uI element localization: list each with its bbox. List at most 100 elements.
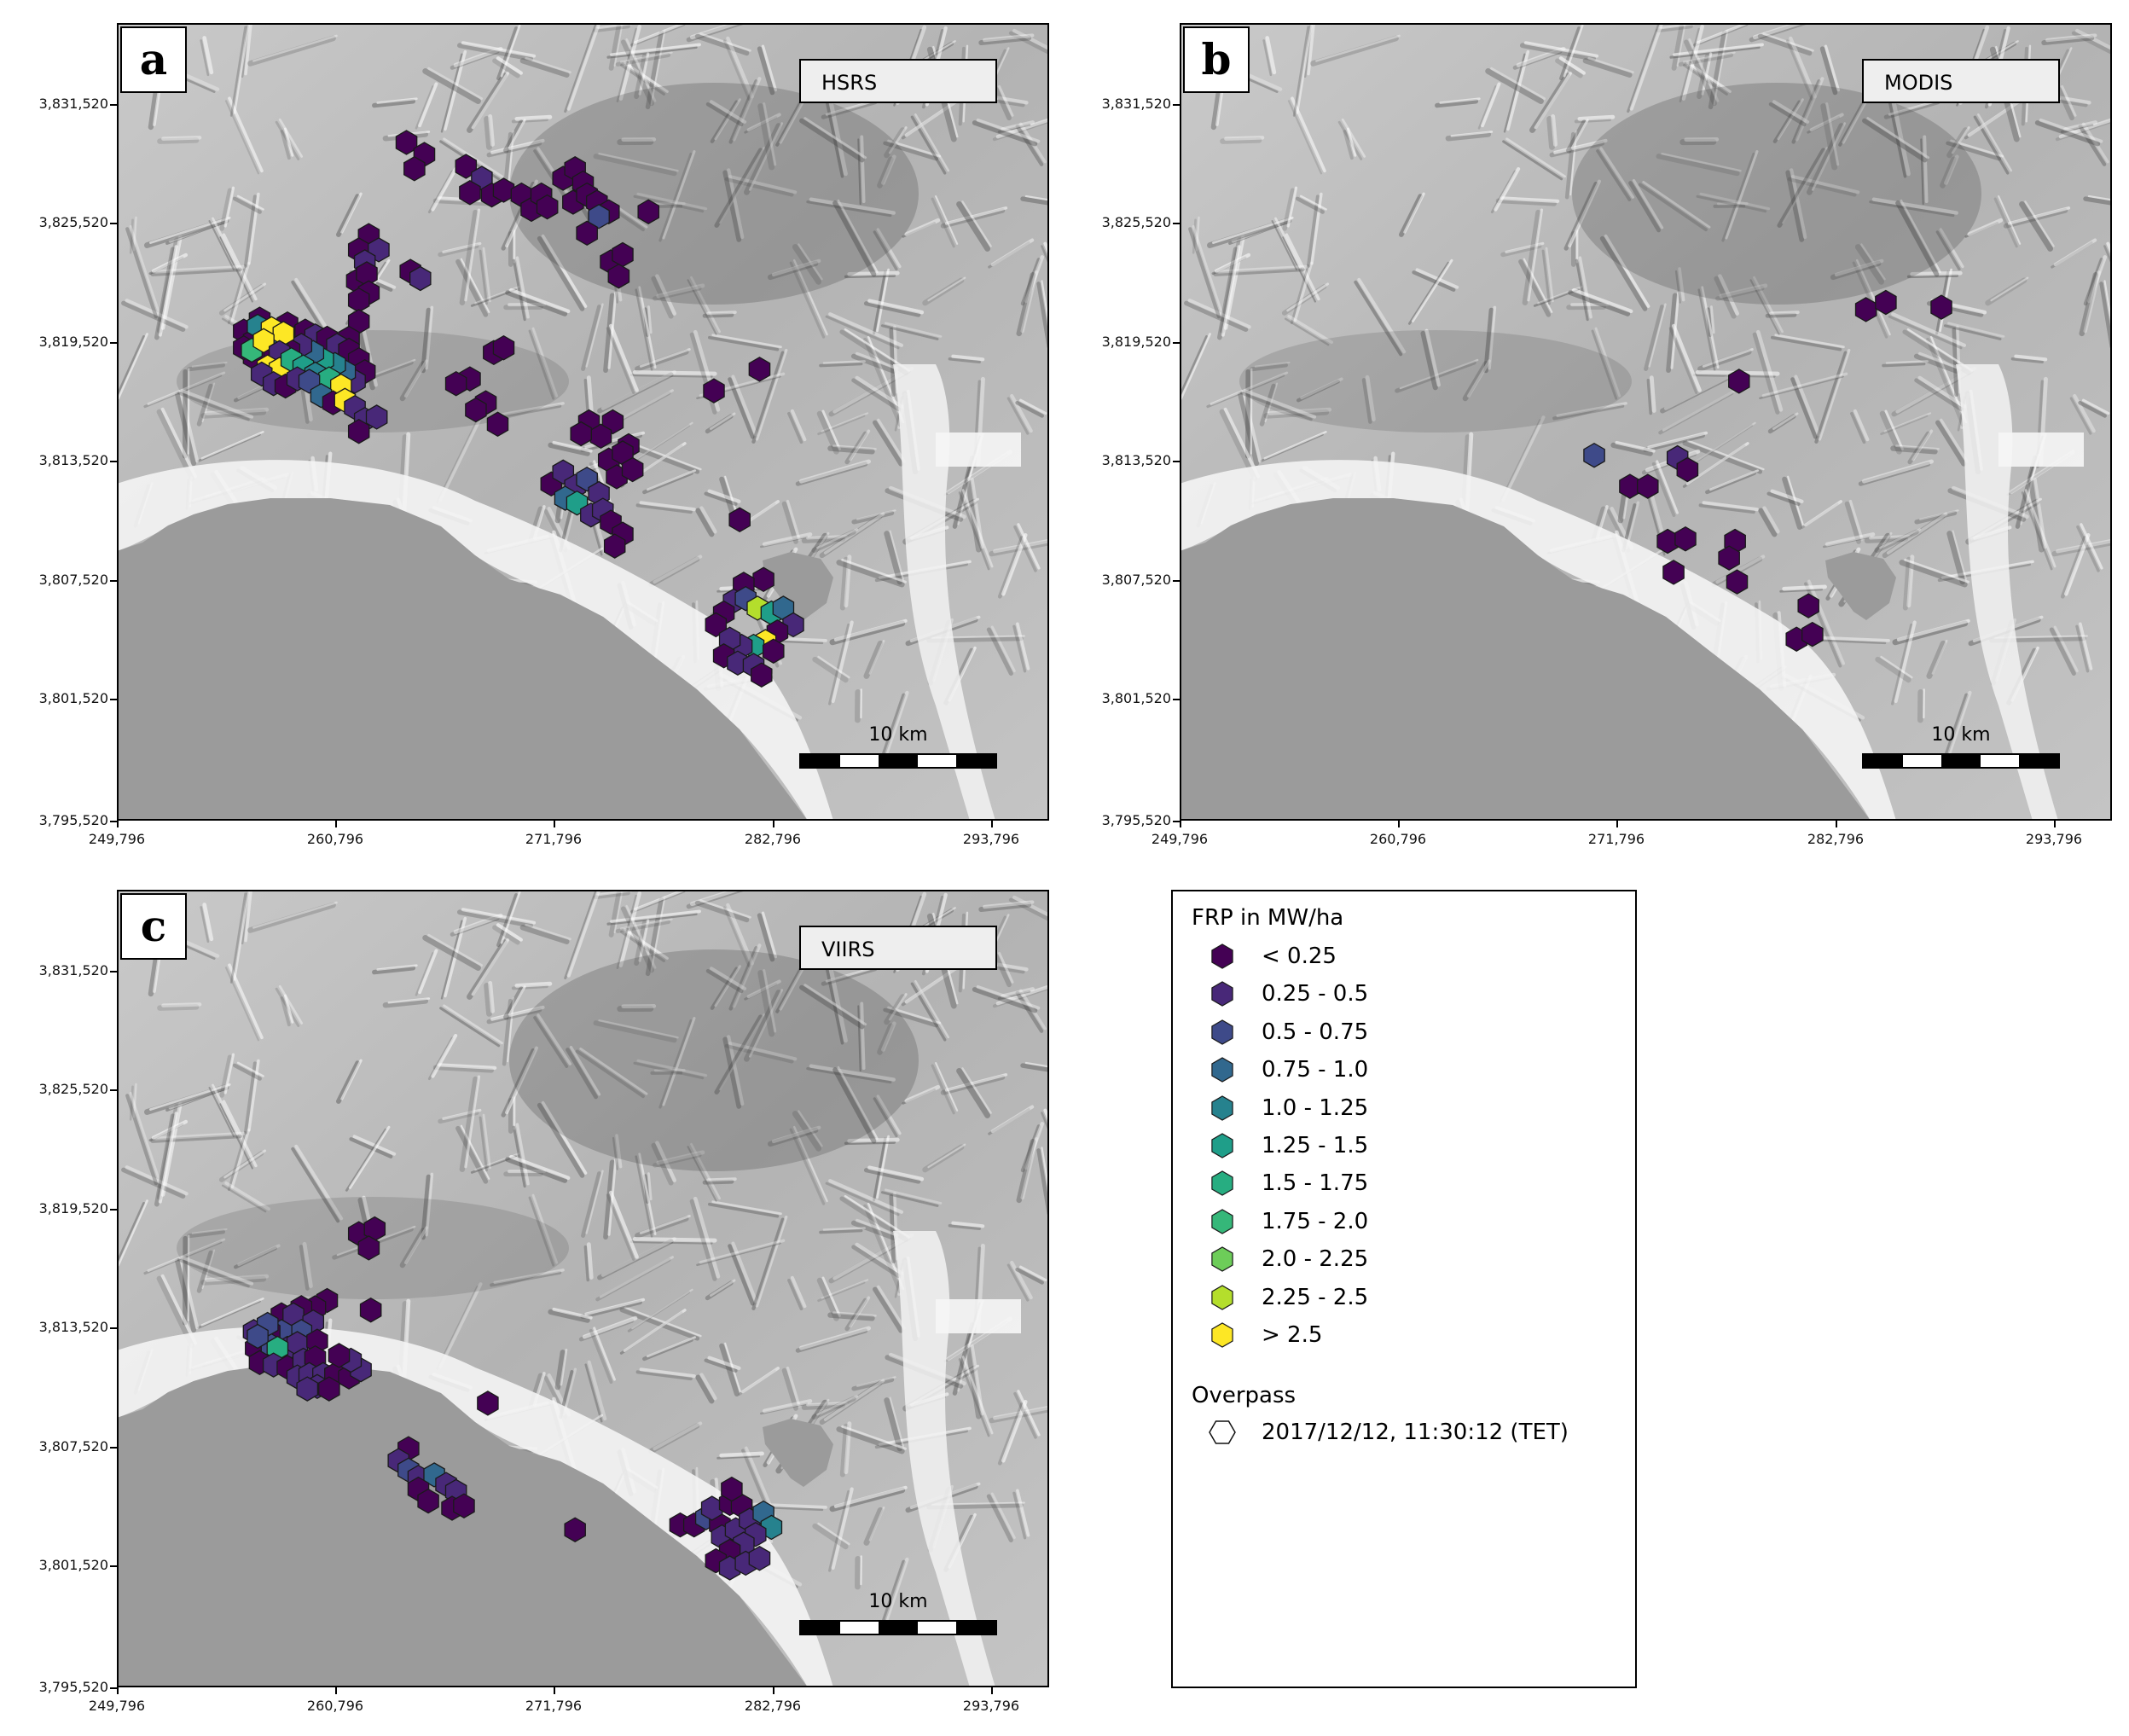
legend-class-item: 1.75 - 2.0 (1209, 1205, 1368, 1239)
legend-class-item: 1.0 - 1.25 (1209, 1091, 1368, 1125)
y-tick-mark (1173, 580, 1180, 582)
y-tick-label: 3,831,520 (38, 96, 108, 112)
frp-hexagon (1797, 593, 1819, 618)
sea (1180, 498, 1871, 821)
hexagon-swatch-icon (1211, 981, 1233, 1007)
frp-hexagon (347, 418, 370, 444)
y-tick-label: 3,807,520 (38, 572, 108, 588)
legend: FRP in MW/ha < 0.25 0.25 - 0.5 0.5 - 0.75 0… (1171, 890, 1637, 1688)
legend-overpass-item: 2017/12/12, 11:30:12 (TET) (1209, 1415, 1569, 1449)
legend-class-label: 2.0 - 2.25 (1262, 1246, 1369, 1273)
map-panel-hsrs: 3,831,520 3,825,520 3,819,520 3,813,520 3,80… (0, 0, 1066, 853)
frp-hexagon (453, 1493, 475, 1518)
map-canvas (117, 890, 1049, 1687)
y-tick-mark (110, 699, 117, 700)
x-tick-mark (554, 1687, 555, 1694)
frp-hexagon (347, 287, 370, 313)
river-valley (1956, 364, 2058, 821)
panel-letter-label: b (1183, 26, 1250, 93)
x-tick-label: 260,796 (306, 831, 364, 847)
x-tick-label: 282,796 (744, 1698, 802, 1714)
y-tick-label: 3,819,520 (1101, 334, 1171, 350)
frp-hexagon (365, 404, 388, 430)
frp-hexagon (576, 220, 598, 247)
legend-class-item: 0.25 - 0.5 (1209, 977, 1368, 1011)
coastal-plain (117, 460, 833, 821)
x-tick-mark (554, 821, 555, 827)
y-tick-label: 3,801,520 (1101, 690, 1171, 706)
frp-hexagon (1637, 473, 1659, 499)
x-tick-label: 271,796 (525, 1698, 583, 1714)
map-frame (1180, 23, 2112, 821)
frp-hexagon (603, 533, 626, 559)
frp-hexagon (459, 180, 481, 206)
bright-patch (936, 1299, 1021, 1333)
x-tick-mark (1398, 821, 1400, 827)
x-tick-mark (773, 821, 774, 827)
frp-hexagon (272, 321, 295, 346)
scale-bar (799, 753, 997, 769)
frp-hexagon (589, 423, 612, 450)
sensor-label: MODIS (1862, 59, 2060, 103)
x-tick-label: 249,796 (1151, 831, 1209, 847)
frp-hexagon (1676, 456, 1699, 483)
frp-hexagon (296, 1376, 319, 1402)
x-tick-label: 260,796 (306, 1698, 364, 1714)
frp-hexagon (728, 507, 751, 533)
y-tick-mark (1173, 821, 1180, 822)
sea (117, 498, 808, 821)
frp-hexagon (564, 1517, 586, 1542)
y-tick-label: 3,807,520 (38, 1438, 108, 1454)
legend-class-item: 1.25 - 1.5 (1209, 1129, 1368, 1163)
overpass-hexagon-icon (1209, 1420, 1236, 1444)
y-tick-mark (110, 1209, 117, 1211)
x-tick-mark (1836, 821, 1837, 827)
frp-hexagon (752, 566, 774, 593)
hexagon-swatch-icon (1211, 1170, 1233, 1197)
y-tick-mark (1173, 699, 1180, 700)
y-tick-label: 3,813,520 (38, 452, 108, 468)
hexagon-swatch-icon (1211, 1246, 1233, 1272)
y-tick-mark (110, 821, 117, 822)
lake (763, 552, 833, 620)
y-tick-label: 3,813,520 (1101, 452, 1171, 468)
x-tick-label: 271,796 (1587, 831, 1645, 847)
x-tick-label: 249,796 (88, 1698, 146, 1714)
map-panel-modis: 3,831,520 3,825,520 3,819,520 3,813,520 3,80… (1063, 0, 2129, 853)
bright-patch (936, 433, 1021, 467)
x-tick-label: 260,796 (1369, 831, 1427, 847)
legend-class-label: 1.0 - 1.25 (1262, 1094, 1369, 1121)
hexagon-swatch-icon (1211, 1322, 1233, 1348)
sensor-label: HSRS (799, 59, 997, 103)
y-tick-label: 3,795,520 (38, 1679, 108, 1695)
map-panel-viirs: 3,831,520 3,825,520 3,819,520 3,813,520 3,80… (0, 867, 1066, 1720)
frp-hexagon (1854, 297, 1877, 322)
y-tick-label: 3,819,520 (38, 1200, 108, 1216)
hexagon-swatch-icon (1211, 1209, 1233, 1234)
x-tick-mark (991, 821, 993, 827)
y-tick-mark (1173, 104, 1180, 106)
map-canvas (1180, 23, 2112, 821)
legend-class-label: < 0.25 (1262, 943, 1337, 969)
y-tick-mark (110, 461, 117, 462)
frp-hexagon (1583, 442, 1605, 468)
hexagon-swatch-icon (1211, 1057, 1233, 1083)
x-tick-mark (1616, 821, 1618, 827)
scale-bar-label: 10 km (1931, 724, 1991, 746)
x-tick-label: 282,796 (1807, 831, 1865, 847)
coastal-plain (117, 1327, 833, 1687)
y-tick-label: 3,819,520 (38, 334, 108, 350)
y-tick-label: 3,801,520 (38, 690, 108, 706)
hexagon-swatch-icon (1211, 1133, 1233, 1158)
legend-class-item: > 2.5 (1209, 1318, 1322, 1352)
legend-class-label: > 2.5 (1262, 1322, 1323, 1348)
y-tick-mark (110, 1327, 117, 1329)
legend-class-label: 0.5 - 0.75 (1262, 1019, 1369, 1045)
x-tick-mark (991, 1687, 993, 1694)
y-tick-mark (110, 580, 117, 582)
frp-hexagon (1656, 528, 1679, 554)
frp-hexagon (762, 638, 785, 664)
frp-hexagon (403, 156, 426, 182)
map-frame (117, 23, 1049, 821)
frp-hexagon (492, 334, 515, 361)
